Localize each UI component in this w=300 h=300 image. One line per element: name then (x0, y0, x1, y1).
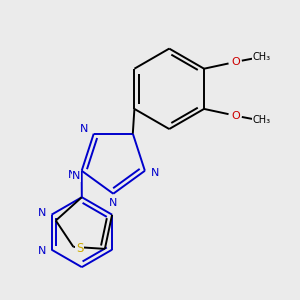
Text: CH₃: CH₃ (253, 116, 271, 125)
Text: CH₃: CH₃ (253, 52, 271, 62)
Text: O: O (232, 57, 241, 67)
Text: N: N (109, 199, 118, 208)
Text: N: N (72, 171, 81, 181)
Text: N: N (151, 167, 159, 178)
Text: N: N (80, 124, 88, 134)
Text: N: N (68, 170, 76, 180)
Text: N: N (38, 246, 46, 256)
Text: O: O (232, 111, 241, 121)
Text: S: S (76, 242, 83, 255)
Text: N: N (38, 208, 46, 218)
